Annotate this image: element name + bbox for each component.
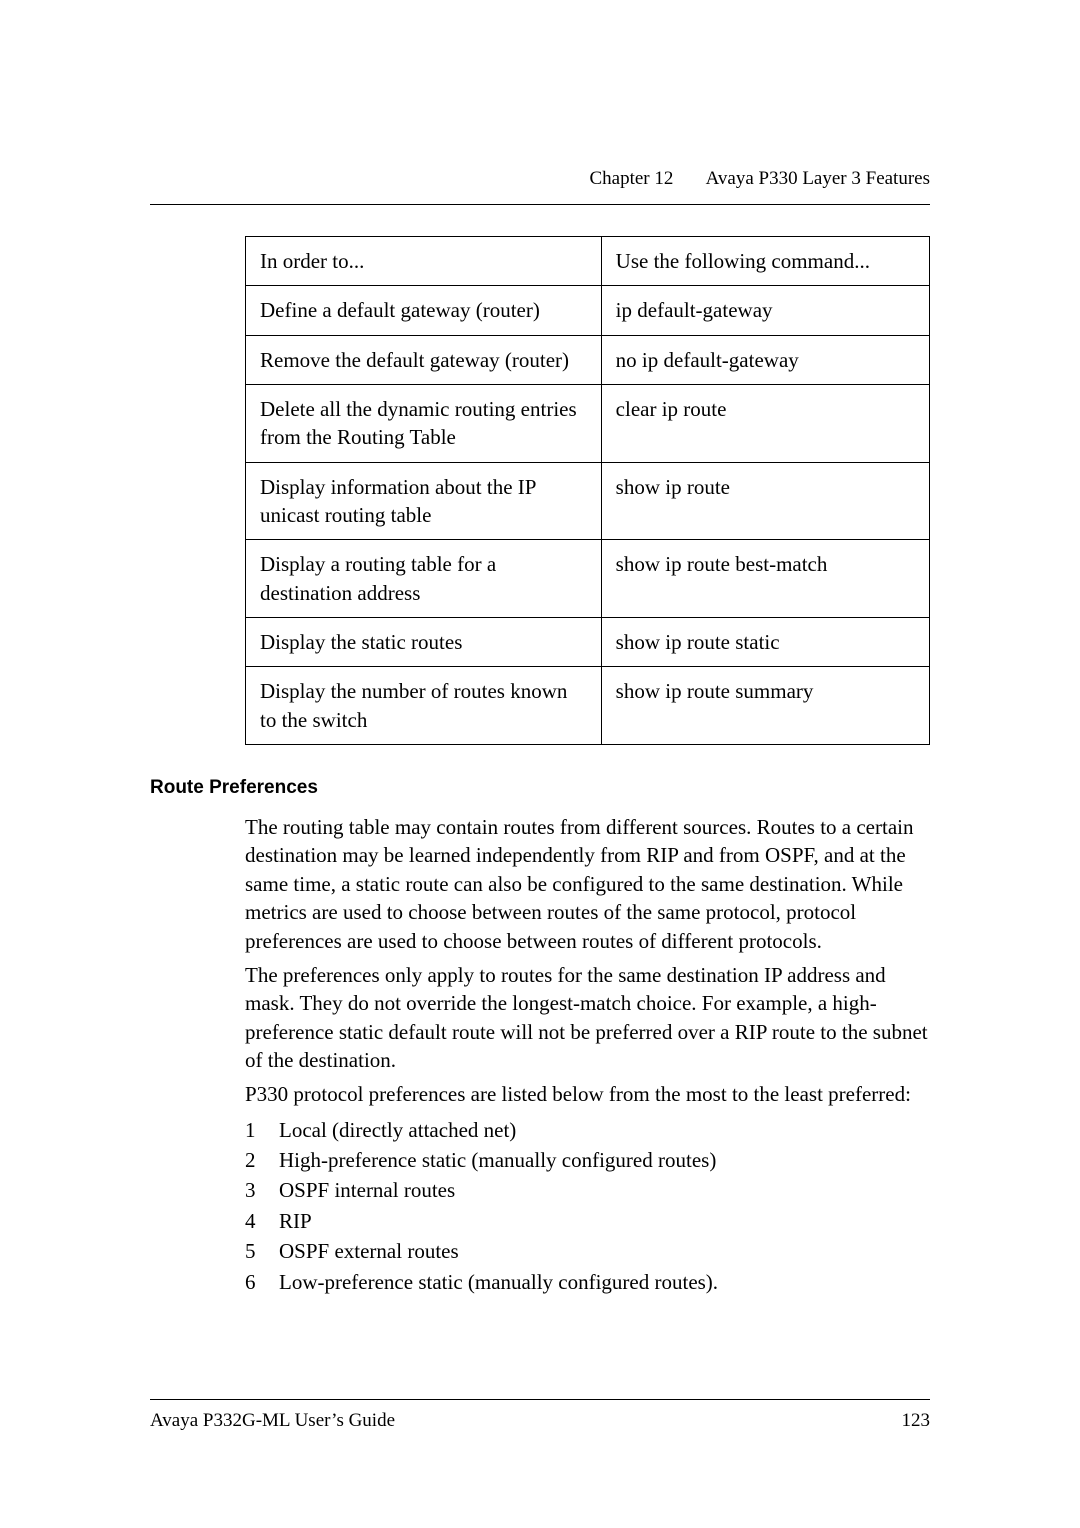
chapter-title: Avaya P330 Layer 3 Features	[706, 168, 930, 189]
table-row: Display the number of routes known to th…	[246, 667, 930, 745]
cell-task: Define a default gateway (router)	[246, 286, 602, 335]
table-head-left: In order to...	[246, 237, 602, 286]
table-row: Display a routing table for a destinatio…	[246, 540, 930, 618]
preference-list: Local (directly attached net) High-prefe…	[245, 1115, 930, 1298]
page: Chapter 12 Avaya P330 Layer 3 Features I…	[0, 0, 1080, 1528]
paragraph: P330 protocol preferences are listed bel…	[245, 1080, 930, 1108]
body-text: The routing table may contain routes fro…	[245, 813, 930, 1297]
page-number: 123	[902, 1410, 931, 1432]
table-row: Display information about the IP unicast…	[246, 462, 930, 540]
cell-cmd: show ip route best-match	[601, 540, 929, 618]
list-item: RIP	[245, 1206, 930, 1236]
cell-cmd: show ip route summary	[601, 667, 929, 745]
cell-task: Display information about the IP unicast…	[246, 462, 602, 540]
list-item: OSPF external routes	[245, 1236, 930, 1266]
header-gap	[678, 168, 702, 189]
list-item: OSPF internal routes	[245, 1175, 930, 1205]
cell-cmd: show ip route	[601, 462, 929, 540]
list-item: Local (directly attached net)	[245, 1115, 930, 1145]
cell-cmd: show ip route static	[601, 618, 929, 667]
table-row: Define a default gateway (router) ip def…	[246, 286, 930, 335]
table-head-right: Use the following command...	[601, 237, 929, 286]
list-item: Low-preference static (manually configur…	[245, 1267, 930, 1297]
cell-task: Display a routing table for a destinatio…	[246, 540, 602, 618]
table-row: Display the static routes show ip route …	[246, 618, 930, 667]
header-rule	[150, 204, 930, 205]
section-heading: Route Preferences	[150, 777, 930, 799]
command-table: In order to... Use the following command…	[245, 236, 930, 745]
paragraph: The routing table may contain routes fro…	[245, 813, 930, 955]
list-item: High-preference static (manually configu…	[245, 1145, 930, 1175]
running-head: Chapter 12 Avaya P330 Layer 3 Features	[589, 168, 930, 190]
cell-task: Remove the default gateway (router)	[246, 335, 602, 384]
footer-left: Avaya P332G-ML User’s Guide	[150, 1410, 395, 1432]
table-row: Remove the default gateway (router) no i…	[246, 335, 930, 384]
cell-cmd: ip default-gateway	[601, 286, 929, 335]
cell-cmd: clear ip route	[601, 385, 929, 463]
paragraph: The preferences only apply to routes for…	[245, 961, 930, 1074]
footer-rule	[150, 1399, 930, 1400]
chapter-label: Chapter 12	[589, 168, 673, 189]
cell-cmd: no ip default-gateway	[601, 335, 929, 384]
cell-task: Delete all the dynamic routing entries f…	[246, 385, 602, 463]
table-row: Delete all the dynamic routing entries f…	[246, 385, 930, 463]
content-area: In order to... Use the following command…	[245, 236, 930, 1297]
cell-task: Display the static routes	[246, 618, 602, 667]
table-row: In order to... Use the following command…	[246, 237, 930, 286]
cell-task: Display the number of routes known to th…	[246, 667, 602, 745]
